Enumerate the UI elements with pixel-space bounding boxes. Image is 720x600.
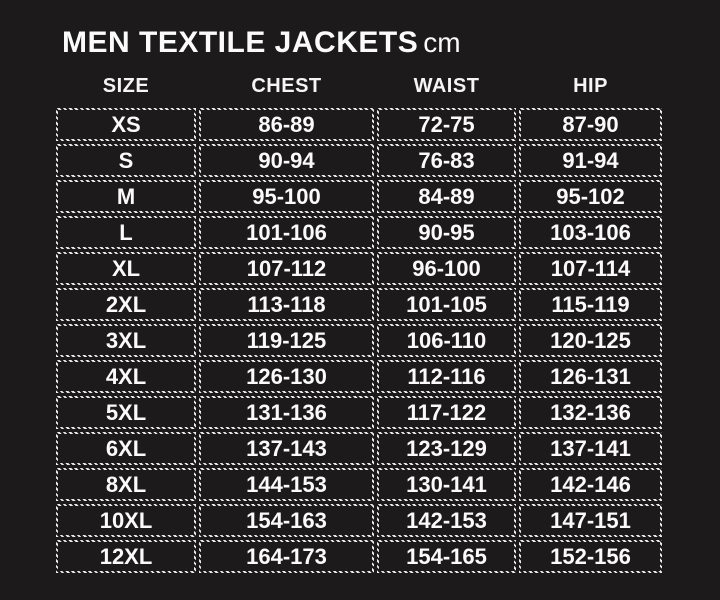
table-row: 6XL 137-143 123-129 137-141 [56, 432, 662, 465]
cell-size: L [56, 216, 196, 249]
cell-chest: 113-118 [199, 288, 374, 321]
cell-hip: 103-106 [519, 216, 662, 249]
cell-hip: 132-136 [519, 396, 662, 429]
cell-size: 6XL [56, 432, 196, 465]
table-row: 12XL 164-173 154-165 152-156 [56, 540, 662, 573]
cell-waist: 142-153 [377, 504, 516, 537]
cell-chest: 101-106 [199, 216, 374, 249]
cell-waist: 72-75 [377, 108, 516, 141]
cell-waist: 76-83 [377, 144, 516, 177]
cell-size: M [56, 180, 196, 213]
cell-waist: 154-165 [377, 540, 516, 573]
cell-hip: 91-94 [519, 144, 662, 177]
cell-waist: 130-141 [377, 468, 516, 501]
cell-waist: 101-105 [377, 288, 516, 321]
header-row: SIZE CHEST WAIST HIP [56, 71, 662, 105]
column-header-chest: CHEST [251, 74, 322, 97]
column-header-hip: HIP [573, 74, 608, 97]
cell-hip: 87-90 [519, 108, 662, 141]
cell-size: 12XL [56, 540, 196, 573]
cell-hip: 120-125 [519, 324, 662, 357]
table-row: 2XL 113-118 101-105 115-119 [56, 288, 662, 321]
cell-size: 2XL [56, 288, 196, 321]
column-header-size: SIZE [102, 74, 150, 97]
table-row: XS 86-89 72-75 87-90 [56, 108, 662, 141]
cell-chest: 119-125 [199, 324, 374, 357]
cell-hip: 152-156 [519, 540, 662, 573]
cell-waist: 96-100 [377, 252, 516, 285]
cell-size: 4XL [56, 360, 196, 393]
cell-hip: 126-131 [519, 360, 662, 393]
table-row: 5XL 131-136 117-122 132-136 [56, 396, 662, 429]
cell-chest: 154-163 [199, 504, 374, 537]
page-title: MEN TEXTILE JACKETS cm [62, 26, 461, 60]
cell-hip: 107-114 [519, 252, 662, 285]
cell-chest: 144-153 [199, 468, 374, 501]
cell-size: XS [56, 108, 196, 141]
cell-size: 10XL [56, 504, 196, 537]
cell-size: S [56, 144, 196, 177]
table-row: M 95-100 84-89 95-102 [56, 180, 662, 213]
cell-size: 5XL [56, 396, 196, 429]
cell-chest: 86-89 [199, 108, 374, 141]
table-row: XL 107-112 96-100 107-114 [56, 252, 662, 285]
cell-chest: 90-94 [199, 144, 374, 177]
table-row: 3XL 119-125 106-110 120-125 [56, 324, 662, 357]
cell-chest: 126-130 [199, 360, 374, 393]
cell-hip: 115-119 [519, 288, 662, 321]
cell-size: 8XL [56, 468, 196, 501]
cell-size: XL [56, 252, 196, 285]
table-row: L 101-106 90-95 103-106 [56, 216, 662, 249]
cell-waist: 106-110 [377, 324, 516, 357]
cell-hip: 95-102 [519, 180, 662, 213]
cell-chest: 137-143 [199, 432, 374, 465]
cell-waist: 112-116 [377, 360, 516, 393]
cell-hip: 137-141 [519, 432, 662, 465]
column-header-waist: WAIST [413, 74, 480, 97]
cell-size: 3XL [56, 324, 196, 357]
table-row: S 90-94 76-83 91-94 [56, 144, 662, 177]
title-text: MEN TEXTILE JACKETS [62, 26, 419, 59]
cell-chest: 164-173 [199, 540, 374, 573]
cell-waist: 90-95 [377, 216, 516, 249]
cell-chest: 95-100 [199, 180, 374, 213]
cell-waist: 123-129 [377, 432, 516, 465]
cell-chest: 107-112 [199, 252, 374, 285]
cell-chest: 131-136 [199, 396, 374, 429]
cell-waist: 84-89 [377, 180, 516, 213]
cell-hip: 147-151 [519, 504, 662, 537]
cell-hip: 142-146 [519, 468, 662, 501]
title-unit: cm [423, 27, 461, 58]
table-row: 4XL 126-130 112-116 126-131 [56, 360, 662, 393]
cell-waist: 117-122 [377, 396, 516, 429]
table-row: 8XL 144-153 130-141 142-146 [56, 468, 662, 501]
table-row: 10XL 154-163 142-153 147-151 [56, 504, 662, 537]
size-chart-table: SIZE CHEST WAIST HIP XS 86-89 72-75 87-9… [53, 68, 665, 576]
